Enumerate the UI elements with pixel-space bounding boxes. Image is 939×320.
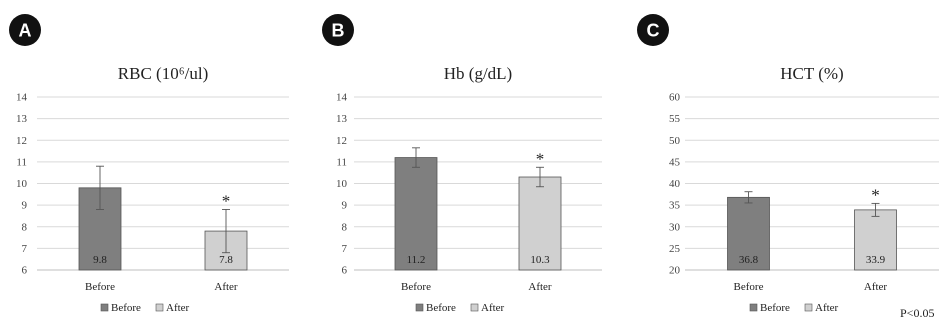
y-tick-label: 12: [16, 135, 27, 147]
legend-label: Before: [760, 302, 790, 314]
y-tick-label: 14: [16, 92, 28, 104]
y-tick-label: 6: [22, 265, 28, 277]
legend-label: Before: [426, 302, 456, 314]
legend: Before After: [415, 302, 505, 314]
data-label: 11.2: [407, 254, 426, 266]
bar-before: [727, 196, 770, 271]
panel-badge: [322, 14, 354, 46]
y-tick-label: 12: [336, 135, 347, 147]
chart-panel-c: C HCT (%) 20 25 30 35 40 45 50 55 60 36.8 Before 33.9…: [637, 14, 939, 314]
legend: Before After: [749, 302, 839, 314]
y-tick-label: 6: [342, 265, 348, 277]
y-tick-label: 60: [669, 92, 681, 104]
data-label: 7.8: [219, 254, 233, 266]
y-tick-label: 11: [336, 156, 347, 168]
x-tick-label: After: [864, 281, 888, 293]
data-label: 9.8: [93, 254, 107, 266]
legend-label: After: [166, 302, 190, 314]
legend-label: Before: [111, 302, 141, 314]
y-tick-label: 13: [336, 113, 348, 125]
x-tick-label: After: [214, 281, 238, 293]
y-tick-label: 30: [669, 221, 681, 233]
x-tick-label: Before: [401, 281, 431, 293]
y-tick-label: 40: [669, 178, 681, 190]
legend-swatch-before: [749, 303, 758, 312]
panel-badge: [637, 14, 669, 46]
y-tick-label: 7: [342, 243, 348, 255]
data-label: 36.8: [739, 254, 759, 266]
y-tick-label: 7: [22, 243, 28, 255]
x-tick-label: Before: [85, 281, 115, 293]
panel-badge: [9, 14, 41, 46]
y-tick-label: 20: [669, 265, 681, 277]
panel-letter: B: [332, 21, 345, 41]
x-tick-label: Before: [734, 281, 764, 293]
legend: Before After: [100, 302, 190, 314]
chart-title: HCT (%): [780, 64, 843, 83]
y-tick-label: 45: [669, 156, 681, 168]
y-tick-label: 13: [16, 113, 28, 125]
panel-letter: A: [19, 21, 32, 41]
legend-label: After: [815, 302, 839, 314]
y-tick-label: 9: [22, 200, 28, 212]
panel-letter: C: [647, 21, 660, 41]
chart-panel-a: A RBC (10⁶/ul) 6 7 8 9 10 11 12 13 14 9.8 Before 7.8 *…: [9, 14, 289, 314]
bar-before: [394, 157, 438, 271]
data-label: 33.9: [866, 254, 886, 266]
legend-label: After: [481, 302, 505, 314]
significance-mark: *: [222, 191, 231, 210]
significance-mark: *: [871, 185, 880, 204]
y-tick-label: 8: [22, 221, 28, 233]
y-tick-label: 11: [16, 156, 27, 168]
bar-after: [518, 176, 562, 271]
legend-swatch-before: [100, 303, 109, 312]
legend-swatch-before: [415, 303, 424, 312]
y-tick-label: 55: [669, 113, 681, 125]
footnote: P<0.05: [900, 306, 934, 320]
x-tick-label: After: [528, 281, 552, 293]
chart-panel-b: B Hb (g/dL) 6 7 8 9 10 11 12 13 14 11.2 Before 10.3 * A…: [322, 14, 602, 314]
y-tick-label: 8: [342, 221, 348, 233]
y-tick-label: 35: [669, 200, 681, 212]
data-label: 10.3: [530, 254, 550, 266]
legend-swatch-after: [155, 303, 164, 312]
y-tick-label: 25: [669, 243, 681, 255]
y-tick-label: 10: [16, 178, 28, 190]
y-tick-label: 14: [336, 92, 348, 104]
chart-title: Hb (g/dL): [444, 64, 512, 83]
y-tick-label: 9: [342, 200, 348, 212]
significance-mark: *: [536, 149, 545, 168]
y-tick-label: 10: [336, 178, 348, 190]
y-tick-label: 50: [669, 135, 681, 147]
chart-title: RBC (10⁶/ul): [118, 64, 208, 83]
legend-swatch-after: [804, 303, 813, 312]
legend-swatch-after: [470, 303, 479, 312]
